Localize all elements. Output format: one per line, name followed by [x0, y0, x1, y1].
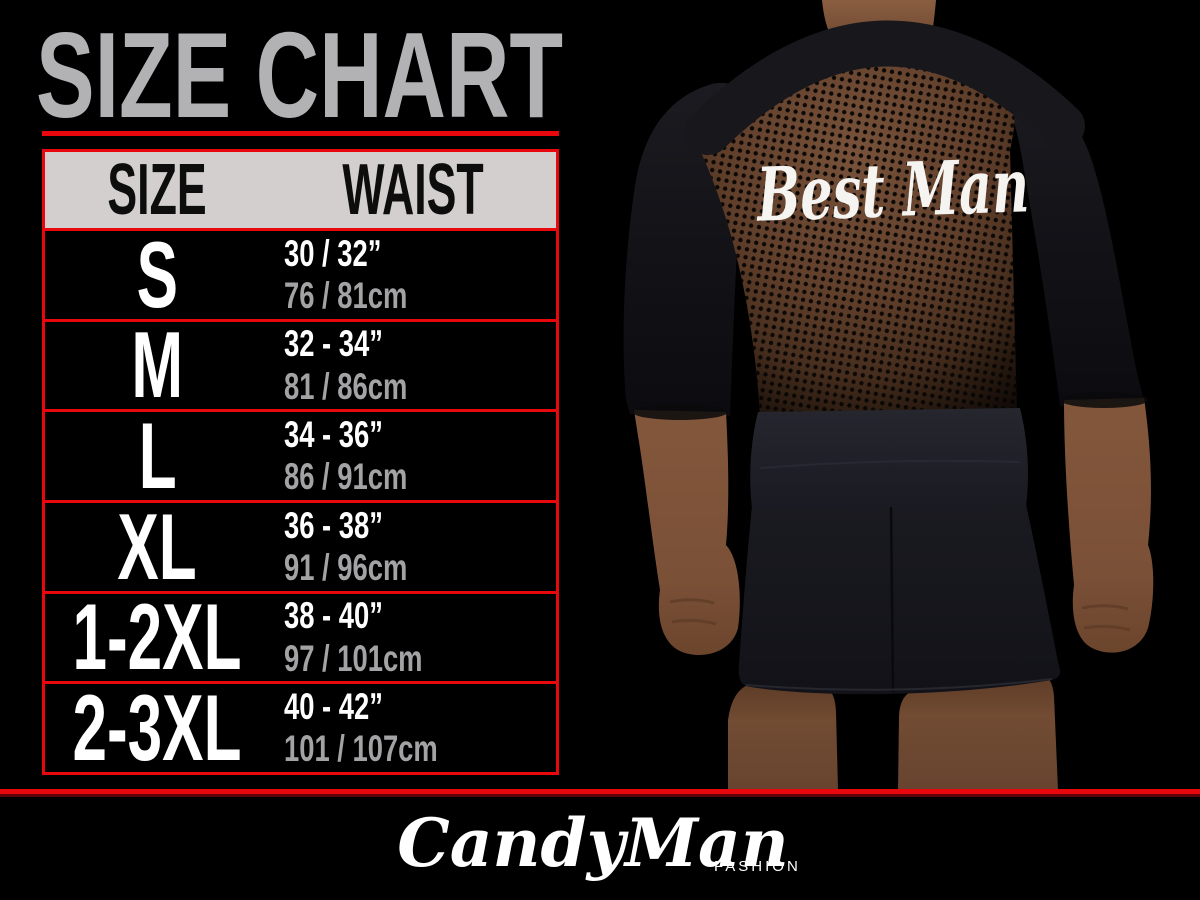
table-row: L 34 - 36” 86 / 91cm: [45, 402, 556, 508]
waist-inches: 40 - 42”: [283, 686, 383, 728]
skirt-center-seam: [889, 505, 895, 693]
size-table: SIZE WAIST S 30 / 32” 76 / 81cm M 32 - 3…: [42, 149, 559, 775]
waist-cm: 97 / 101cm: [283, 637, 423, 679]
waist-inches: 36 - 38”: [283, 504, 383, 546]
page-title: SIZE CHART: [36, 14, 768, 136]
collar: [685, 20, 1085, 155]
table-row: XL 36 - 38” 91 / 96cm: [45, 493, 556, 599]
header-size-label: SIZE: [107, 150, 208, 230]
skirt-hem-highlight: [745, 678, 1053, 691]
left-leg: [728, 684, 838, 790]
waist-cell: 32 - 34” 81 / 86cm: [270, 322, 556, 410]
waist-inches: 32 - 34”: [283, 323, 383, 365]
waist-cell: 34 - 36” 86 / 91cm: [270, 412, 556, 500]
waist-cm: 86 / 91cm: [283, 456, 408, 498]
brand-sub-label: FASHION: [713, 857, 801, 875]
size-table-header: SIZE WAIST: [45, 152, 556, 228]
waist-cm: 81 / 86cm: [283, 365, 408, 407]
left-arm: [632, 404, 740, 655]
table-row: S 30 / 32” 76 / 81cm: [45, 221, 556, 327]
brand-logo: CandyMan FASHION: [397, 802, 803, 885]
waist-cell: 36 - 38” 91 / 96cm: [270, 503, 556, 591]
size-cell: S: [45, 221, 270, 327]
waist-cell: 38 - 40” 97 / 101cm: [270, 594, 556, 682]
size-cell: M: [45, 312, 270, 418]
right-arm: [1060, 392, 1154, 653]
size-label: 1-2XL: [72, 584, 242, 690]
model-photo: Best Man: [623, 0, 1154, 790]
waist-cell: 40 - 42” 101 / 107cm: [270, 684, 556, 772]
waist-inches: 30 / 32”: [283, 232, 382, 274]
title-underline: [42, 131, 559, 136]
page-title-text: SIZE CHART: [36, 7, 564, 143]
waist-cm: 91 / 96cm: [283, 546, 408, 588]
size-cell: 2-3XL: [45, 674, 270, 780]
waist-inches: 34 - 36”: [283, 414, 383, 455]
size-cell: XL: [45, 493, 270, 599]
size-label: M: [131, 312, 184, 418]
header-cell-size: SIZE: [45, 152, 270, 228]
size-cell: 1-2XL: [45, 584, 270, 690]
robe-skirt: [738, 504, 1060, 695]
bottom-divider-line: [0, 789, 1200, 794]
table-row: 1-2XL 38 - 40” 97 / 101cm: [45, 584, 556, 690]
right-leg: [898, 675, 1058, 790]
right-sleeve: [998, 82, 1145, 406]
size-label: L: [138, 402, 177, 508]
waist-belt: [750, 408, 1028, 508]
waist-inches: 38 - 40”: [283, 595, 383, 637]
table-row: 2-3XL 40 - 42” 101 / 107cm: [45, 674, 556, 780]
belt-fold: [759, 459, 1021, 469]
size-label: 2-3XL: [72, 674, 242, 780]
waist-cm: 76 / 81cm: [283, 274, 408, 316]
best-man-text: Best Man: [754, 143, 1030, 238]
header-waist-label: WAIST: [342, 150, 484, 230]
brand-logo-text: CandyMan: [397, 804, 789, 882]
waist-cm: 101 / 107cm: [283, 728, 438, 770]
bottom-divider-shadow: [0, 794, 1200, 797]
size-cell: L: [45, 402, 270, 508]
brand-footer: CandyMan FASHION: [0, 802, 1200, 885]
header-cell-waist: WAIST: [270, 152, 556, 228]
size-label: XL: [117, 493, 198, 599]
table-row: M 32 - 34” 81 / 86cm: [45, 312, 556, 418]
waist-cell: 30 / 32” 76 / 81cm: [270, 231, 556, 319]
size-label: S: [136, 221, 179, 327]
